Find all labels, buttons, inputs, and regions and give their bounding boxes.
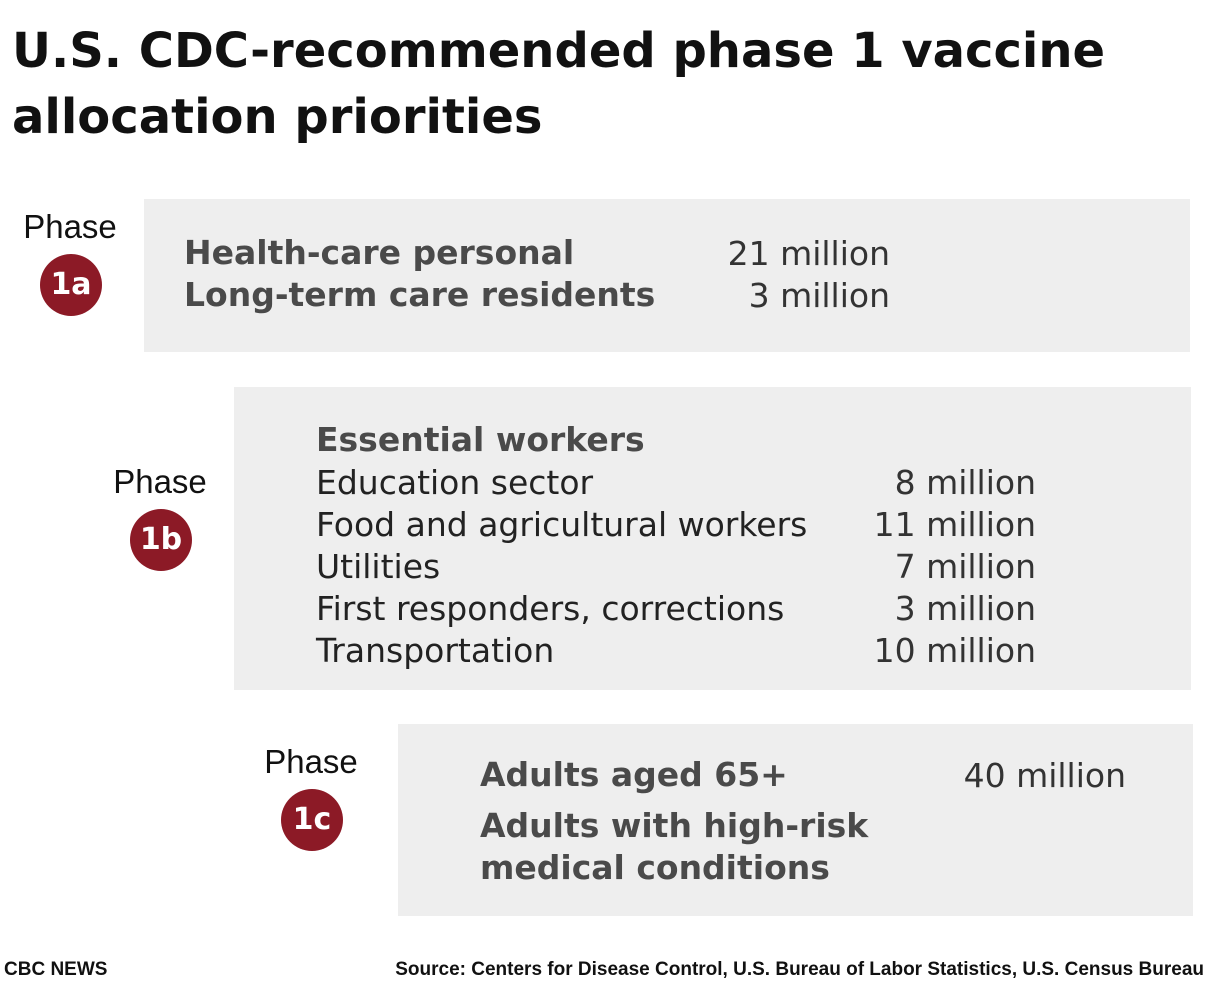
phase-1b-badge: 1b <box>130 509 192 571</box>
footer-credit: CBC NEWS <box>4 959 108 980</box>
phase-1b-item-utilities: Utilities <box>316 547 441 586</box>
phase-1a-value-health-care: 21 million <box>727 234 890 273</box>
phase-1c-item-adults-65: Adults aged 65+ <box>480 755 788 794</box>
phase-1b-item-education: Education sector <box>316 463 594 502</box>
phase-1b-item-food-agriculture: Food and agricultural workers <box>316 505 808 544</box>
phase-1b-value-food-agriculture: 11 million <box>873 505 1036 544</box>
phase-1a-label: Phase <box>23 208 117 245</box>
phase-1b-label: Phase <box>113 463 207 500</box>
phase-1a-item-health-care: Health-care personal <box>184 233 575 272</box>
phase-1b-value-education: 8 million <box>894 463 1036 502</box>
phase-1a-item-long-term-care: Long-term care residents <box>184 275 656 314</box>
phase-1a-badge: 1a <box>40 254 102 316</box>
phase-1c-badge: 1c <box>281 789 343 851</box>
phase-1b-panel <box>234 387 1191 690</box>
phase-1a-value-long-term-care: 3 million <box>748 276 890 315</box>
phase-1b-item-first-responders: First responders, corrections <box>316 589 785 628</box>
phase-1c-panel <box>398 724 1193 916</box>
phase-1b-value-first-responders: 3 million <box>894 589 1036 628</box>
phase-1c-label: Phase <box>264 743 358 780</box>
phase-1c-item-high-risk: Adults with high-risk <box>480 806 869 845</box>
phase-1c-item-medical-conditions: medical conditions <box>480 848 830 887</box>
phase-1b-value-utilities: 7 million <box>894 547 1036 586</box>
phase-1a-panel <box>144 199 1190 352</box>
phase-1b-item-transportation: Transportation <box>316 631 555 670</box>
phase-1b-value-transportation: 10 million <box>873 631 1036 670</box>
page-title: U.S. CDC-recommended phase 1 vaccine all… <box>12 23 1106 145</box>
phase-1b-heading: Essential workers <box>316 420 645 459</box>
footer-source: Source: Centers for Disease Control, U.S… <box>395 959 1204 980</box>
phase-1c-value-adults-65: 40 million <box>963 756 1126 795</box>
